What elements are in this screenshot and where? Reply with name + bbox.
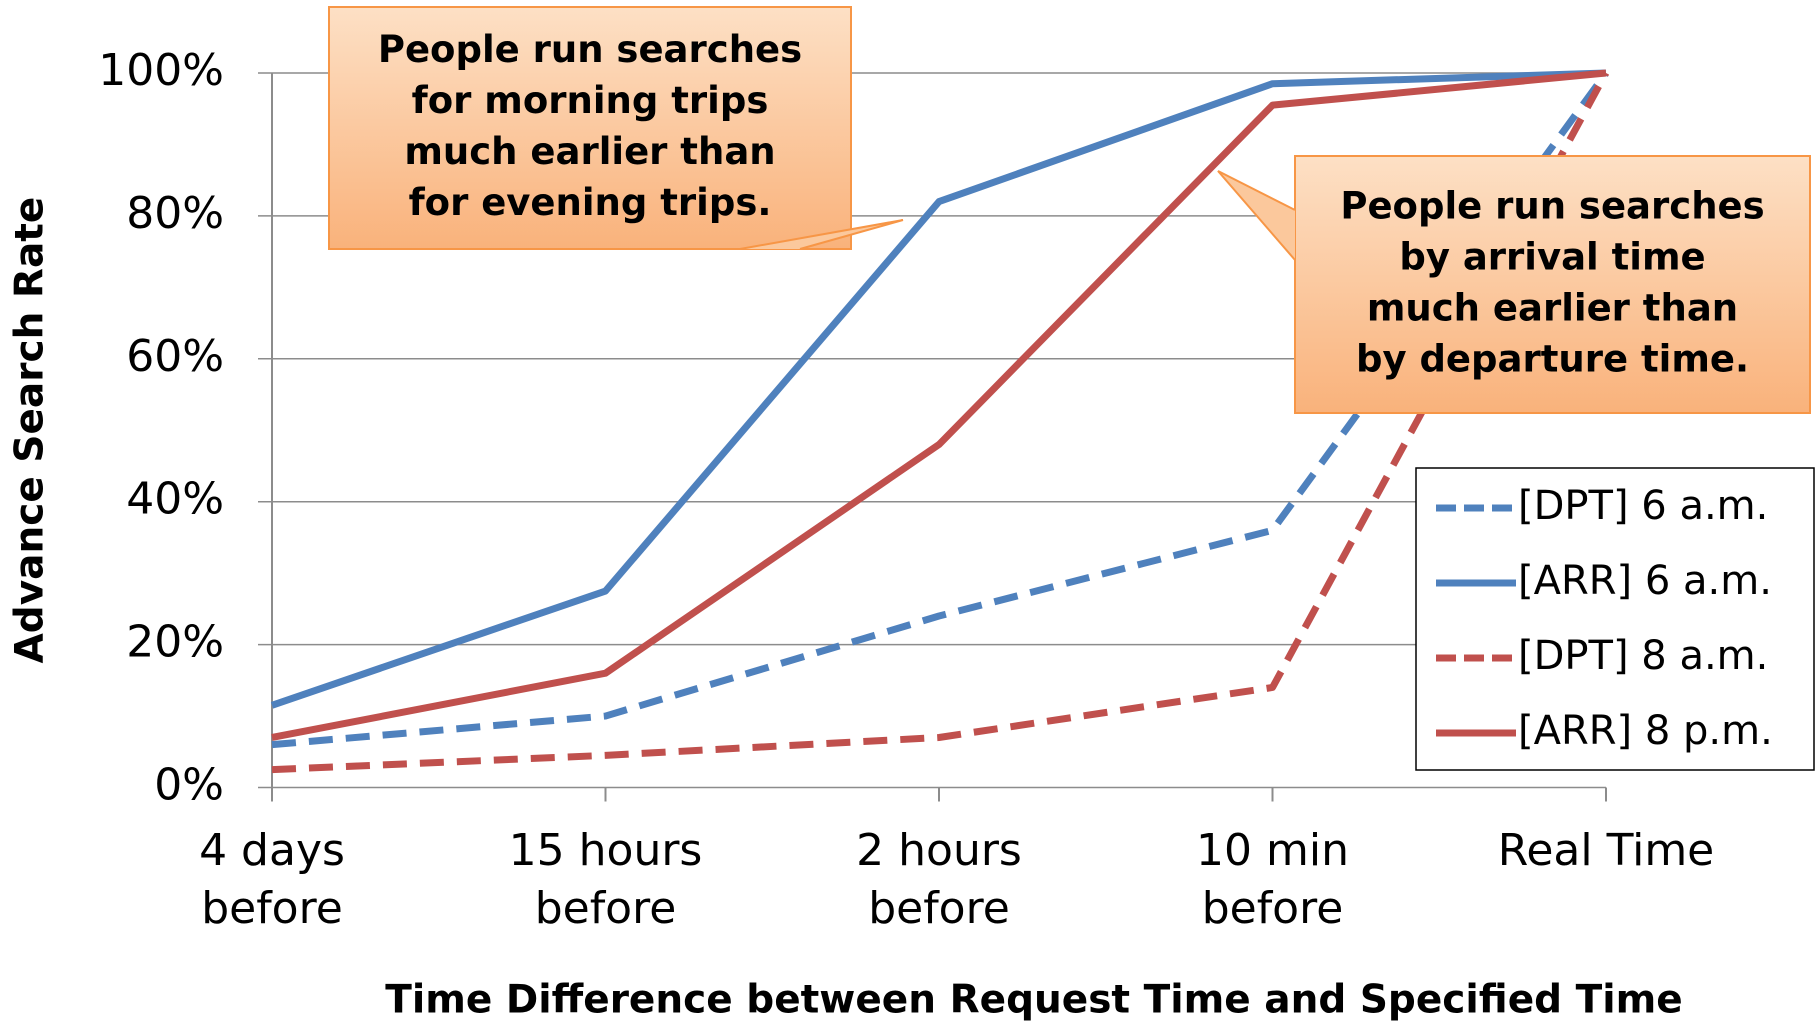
series-line: [271, 71, 1610, 774]
y-tick-label: 100%: [98, 45, 224, 96]
legend-box: [1415, 467, 1815, 771]
callout-text: for evening trips.: [409, 181, 772, 224]
callout-box: [328, 6, 852, 250]
series-line: [271, 69, 1607, 741]
x-tick-label: 2 hours before: [856, 825, 1022, 934]
callout-pointer-edge: [739, 219, 904, 250]
y-axis-title: Advance Search Rate: [8, 197, 53, 664]
callout-text: much earlier than: [1367, 287, 1738, 330]
x-tick-label: 10 min before: [1196, 825, 1349, 934]
series-line: [271, 70, 1609, 749]
legend-label: [DPT] 8 a.m.: [1518, 633, 1768, 679]
callout-box: [1294, 155, 1811, 414]
x-tick-label: 15 hours before: [508, 825, 703, 934]
callout-text: by arrival time: [1399, 236, 1705, 279]
x-tick-label: Real Time: [1497, 825, 1715, 876]
y-tick-label: 40%: [126, 474, 224, 525]
series-line: [270, 69, 1607, 709]
y-tick-label: 20%: [126, 617, 224, 668]
x-tick-label: 4 days before: [199, 825, 345, 934]
callout-pointer-edge: [1217, 170, 1296, 261]
callout-text: by departure time.: [1356, 338, 1749, 381]
y-tick-label: 80%: [126, 188, 224, 239]
callout-text: People run searches: [1340, 185, 1764, 228]
y-tick-label: 60%: [126, 331, 224, 382]
x-axis-title: Time Difference between Request Time and…: [385, 978, 1682, 1023]
y-tick-label: 0%: [154, 760, 224, 811]
legend-label: [ARR] 6 a.m.: [1518, 558, 1772, 604]
callout-text: much earlier than: [404, 130, 775, 173]
callout-text: People run searches: [378, 28, 802, 71]
legend-label: [DPT] 6 a.m.: [1518, 483, 1768, 529]
callout-text: for morning trips: [412, 79, 769, 122]
legend-label: [ARR] 8 p.m.: [1518, 708, 1773, 754]
